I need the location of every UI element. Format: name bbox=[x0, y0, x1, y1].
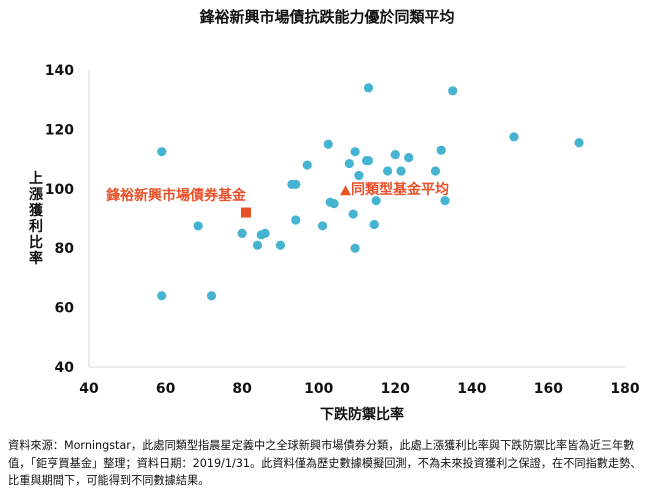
peer-point bbox=[291, 179, 301, 189]
peer-point bbox=[396, 166, 406, 176]
peer-point bbox=[436, 145, 446, 155]
peer-point bbox=[390, 150, 400, 160]
y-tick-label: 80 bbox=[55, 241, 75, 257]
peer-point bbox=[157, 291, 167, 301]
y-axis-label: 上漲獲利比率 bbox=[29, 171, 44, 267]
peer-point bbox=[348, 209, 358, 219]
peer-point bbox=[404, 153, 414, 163]
peer-point bbox=[350, 147, 360, 157]
peer-point bbox=[317, 221, 328, 231]
peer-point bbox=[237, 228, 247, 238]
peer-point bbox=[157, 147, 167, 157]
peer-point bbox=[323, 139, 333, 149]
peer-points bbox=[157, 83, 584, 301]
x-tick-labels: 40 60 80 100 120 140 160 180 bbox=[79, 381, 640, 397]
peer-point bbox=[369, 219, 379, 230]
x-tick-label: 120 bbox=[381, 381, 410, 397]
x-tick-label: 100 bbox=[304, 381, 333, 397]
peer-point bbox=[302, 160, 312, 170]
scatter-chart: 40 60 80 100 120 140 160 180 40 60 80 100 120 140 下跌… bbox=[29, 63, 640, 423]
peer-point bbox=[252, 240, 263, 250]
peer-point bbox=[371, 196, 381, 206]
peer-point bbox=[363, 155, 374, 166]
fund-label: 鋒裕新興市場債券基金 bbox=[105, 187, 247, 204]
peer-point bbox=[440, 196, 450, 206]
peer-point bbox=[383, 166, 393, 176]
peer-point bbox=[448, 86, 458, 96]
x-tick-label: 40 bbox=[79, 381, 99, 397]
y-tick-label: 40 bbox=[55, 360, 75, 376]
peer-point bbox=[193, 221, 203, 231]
peer-point bbox=[260, 228, 270, 238]
x-tick-label: 160 bbox=[534, 381, 563, 397]
y-tick-label: 120 bbox=[45, 122, 74, 138]
average-label: 同類型基金平均 bbox=[351, 181, 449, 198]
average-marker bbox=[340, 185, 352, 196]
peer-point bbox=[344, 158, 354, 169]
x-tick-label: 180 bbox=[610, 381, 639, 397]
y-tick-labels: 40 60 80 100 120 140 bbox=[45, 63, 74, 376]
peer-point bbox=[329, 199, 339, 209]
peer-point bbox=[354, 170, 364, 181]
peer-point bbox=[363, 83, 374, 93]
peer-point bbox=[430, 166, 441, 176]
x-tick-label: 60 bbox=[156, 381, 176, 397]
fund-marker bbox=[240, 207, 251, 218]
chart-title: 鋒裕新興市場債抗跌能力優於同類平均 bbox=[199, 8, 455, 26]
peer-point bbox=[350, 243, 360, 253]
x-tick-label: 140 bbox=[457, 381, 486, 397]
y-tick-label: 140 bbox=[45, 63, 74, 79]
y-tick-label: 60 bbox=[55, 301, 75, 317]
source-note: 資料來源：Morningstar，此處同類型指晨星定義中之全球新興市場債券分類，… bbox=[8, 439, 642, 487]
y-tick-label: 100 bbox=[45, 182, 74, 198]
peer-point bbox=[206, 291, 217, 301]
peer-point bbox=[509, 132, 519, 142]
x-axis-label: 下跌防禦比率 bbox=[320, 406, 404, 423]
peer-point bbox=[574, 138, 584, 148]
peer-point bbox=[275, 240, 286, 250]
peer-point bbox=[291, 215, 301, 225]
x-tick-label: 80 bbox=[232, 381, 252, 397]
